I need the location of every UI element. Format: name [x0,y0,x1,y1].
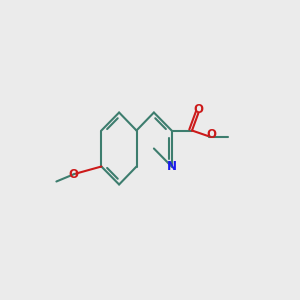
Text: N: N [167,160,177,173]
Text: O: O [206,128,216,142]
Text: O: O [68,167,78,181]
Text: O: O [194,103,204,116]
